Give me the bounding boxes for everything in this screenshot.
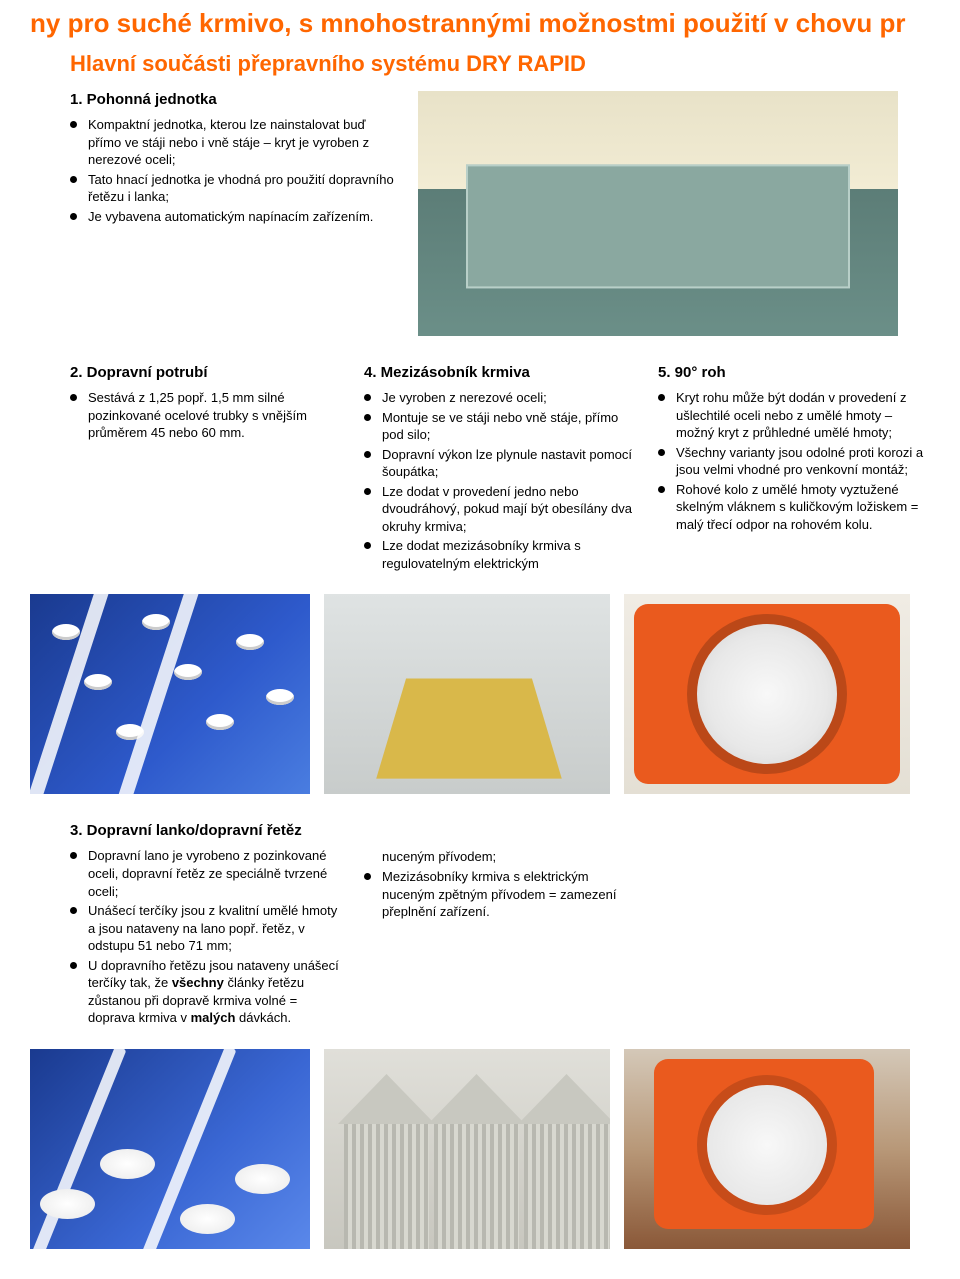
corner-outdoor-photo (624, 1049, 910, 1249)
list-item: Všechny varianty jsou odolné proti koroz… (658, 444, 930, 479)
section3-list: Dopravní lano je vyrobeno z pozinkované … (70, 847, 342, 1026)
list-item: Montuje se ve stáji nebo vně stáje, přím… (364, 409, 636, 444)
corner-90-photo (624, 594, 910, 794)
list-item: Mezizásobníky krmiva s elektrickým nucen… (364, 868, 636, 921)
list-item: Lze dodat mezizásobníky krmiva s regulov… (364, 537, 636, 572)
list-item: nuceným přívodem; (364, 848, 636, 866)
row-sections-2-4-5: 2. Dopravní potrubí Sestává z 1,25 popř.… (30, 364, 930, 574)
list-item: Rohové kolo z umělé hmoty vyztužené skel… (658, 481, 930, 534)
silos-photo (324, 1049, 610, 1249)
list-item: Kompaktní jednotka, kterou lze nainstalo… (70, 116, 400, 169)
section3-column: 3. Dopravní lanko/dopravní řetěz Dopravn… (30, 822, 342, 1028)
list-item: Je vybavena automatickým napínacím zaříz… (70, 208, 400, 226)
section3-heading: 3. Dopravní lanko/dopravní řetěz (70, 822, 342, 839)
image-row-middle (30, 594, 930, 794)
list-item: Kryt rohu může být dodán v provedení z u… (658, 389, 930, 442)
section2-list: Sestává z 1,25 popř. 1,5 mm silné pozink… (70, 389, 342, 442)
list-item: Unášecí terčíky jsou z kvalitní umělé hm… (70, 902, 342, 955)
list-item: U dopravního řetězu jsou nataveny unášec… (70, 957, 342, 1027)
conveyor-pipe-photo (30, 594, 310, 794)
empty-column (658, 822, 930, 1028)
section2-heading: 2. Dopravní potrubí (70, 364, 342, 381)
list-item: Lze dodat v provedení jedno nebo dvoudrá… (364, 483, 636, 536)
row-section1: 1. Pohonná jednotka Kompaktní jednotka, … (30, 91, 930, 336)
section1-column: 1. Pohonná jednotka Kompaktní jednotka, … (30, 91, 400, 336)
section4-column: 4. Mezizásobník krmiva Je vyroben z nere… (364, 364, 636, 574)
page-sub-title: Hlavní součásti přepravního systému DRY … (30, 45, 930, 91)
list-item: Dopravní lano je vyrobeno z pozinkované … (70, 847, 342, 900)
section5-heading: 5. 90° roh (658, 364, 930, 381)
section1-heading: 1. Pohonná jednotka (70, 91, 400, 108)
conveyor-chain-photo (30, 1049, 310, 1249)
section1-list: Kompaktní jednotka, kterou lze nainstalo… (70, 116, 400, 225)
section4b-list: nuceným přívodem; Mezizásobníky krmiva s… (364, 848, 636, 920)
section2-column: 2. Dopravní potrubí Sestává z 1,25 popř.… (30, 364, 342, 574)
row-section3: 3. Dopravní lanko/dopravní řetěz Dopravn… (30, 822, 930, 1028)
image-row-bottom (30, 1049, 930, 1249)
hopper-photo (324, 594, 610, 794)
list-item: Je vyroben z nerezové oceli; (364, 389, 636, 407)
section5-column: 5. 90° roh Kryt rohu může být dodán v pr… (658, 364, 930, 574)
section5-list: Kryt rohu může být dodán v provedení z u… (658, 389, 930, 533)
page-top-title: ny pro suché krmivo, s mnohostrannými mo… (30, 0, 930, 45)
list-item: Tato hnací jednotka je vhodná pro použit… (70, 171, 400, 206)
section4-continuation-column: nuceným přívodem; Mezizásobníky krmiva s… (364, 822, 636, 1028)
list-item: Sestává z 1,25 popř. 1,5 mm silné pozink… (70, 389, 342, 442)
section4-heading: 4. Mezizásobník krmiva (364, 364, 636, 381)
section4-list: Je vyroben z nerezové oceli; Montuje se … (364, 389, 636, 572)
drive-unit-photo (418, 91, 898, 336)
list-item: Dopravní výkon lze plynule nastavit pomo… (364, 446, 636, 481)
